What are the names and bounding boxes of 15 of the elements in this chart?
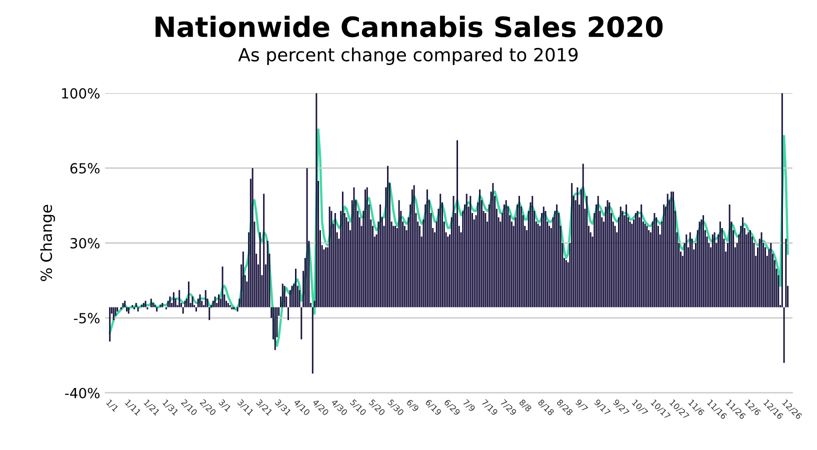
y-tick-label: 30% [70, 238, 100, 248]
x-tick-label: 9/7 [574, 398, 588, 412]
chart-subtitle: As percent change compared to 2019 [238, 48, 578, 65]
x-tick-label: 1/1 [105, 399, 119, 412]
chart-title: Nationwide Cannabis Sales 2020 [156, 16, 663, 38]
line-series [108, 128, 789, 347]
x-tick-label: 6/9 [406, 398, 420, 412]
x-tick-label: 8/8 [518, 398, 532, 413]
y-tick-label: 100% [62, 88, 100, 99]
x-tick-label: 3/1 [218, 398, 232, 412]
y-tick-label: -5% [74, 312, 100, 324]
y-tick-label: 65% [70, 163, 100, 174]
y-tick-label: -40% [65, 388, 100, 398]
y-axis-title: % Change [40, 204, 56, 282]
x-tick-label: 7/9 [462, 398, 476, 412]
